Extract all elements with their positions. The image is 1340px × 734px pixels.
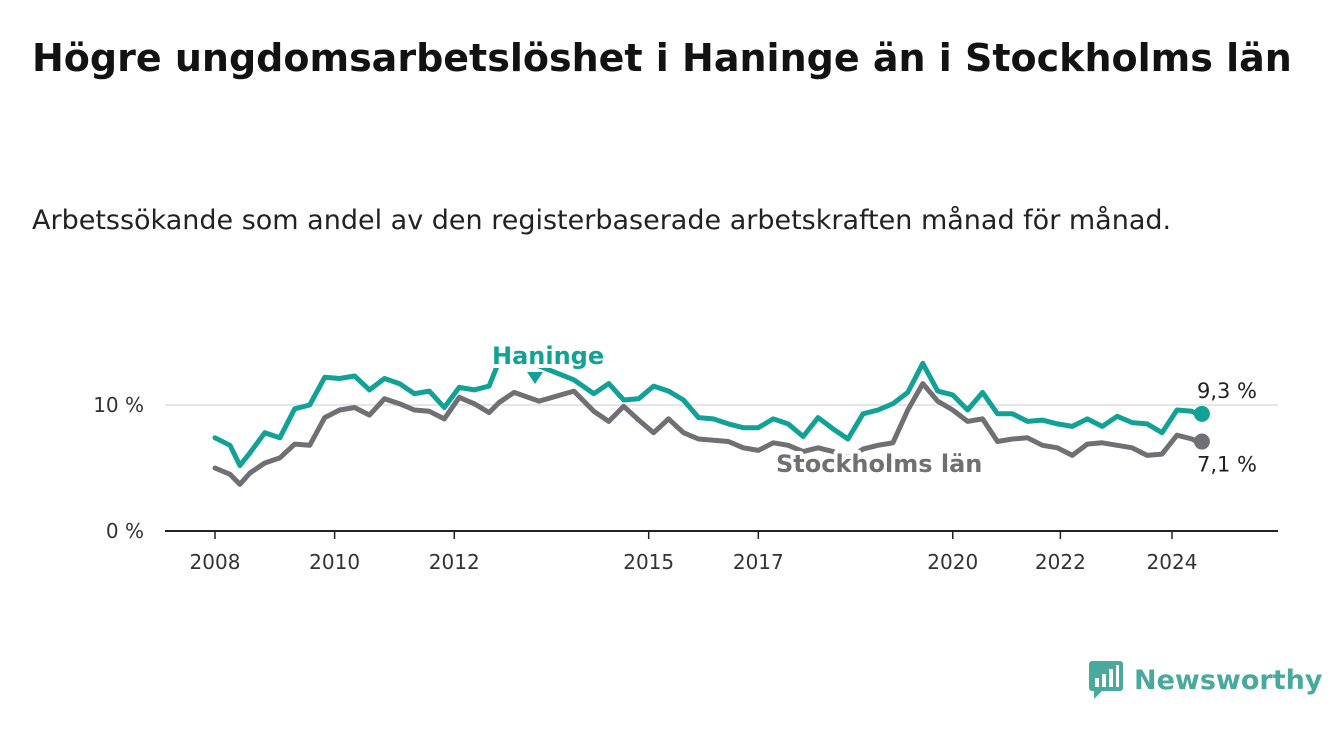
x-tick-label: 2015 [623, 550, 674, 574]
x-tick-label: 2024 [1147, 550, 1198, 574]
x-tick-label: 2022 [1035, 550, 1086, 574]
series-line-stockholm [212, 381, 1200, 487]
chart-title: Högre ungdomsarbetslöshet i Haninge än i… [32, 36, 1292, 80]
end-label-stockholm: 7,1 % [1197, 453, 1257, 477]
newsworthy-logo-icon [1089, 661, 1123, 699]
end-point-marker [1193, 433, 1210, 450]
end-label-haninge: 9,3 % [1197, 379, 1257, 403]
end-point-marker [1193, 405, 1210, 422]
x-tick-label: 2008 [190, 550, 241, 574]
series-line-haninge [212, 347, 1200, 468]
x-tick-label: 2010 [309, 550, 360, 574]
series-label-haninge: Haninge [492, 342, 604, 370]
x-tick-label: 2012 [429, 550, 480, 574]
series-label-stockholm-halo: Stockholms län [776, 450, 982, 478]
y-tick-label: 10 % [93, 393, 144, 417]
series-label-haninge-halo: Haninge [492, 342, 604, 370]
y-tick-label: 0 % [106, 519, 144, 543]
axis-layer: 0 % 10 % 2008 2010 2012 2015 2017 2020 2022 2024 [93, 393, 1278, 574]
series-layer [212, 347, 1210, 487]
line-chart: 0 %10 %2008 2010 2012 2015 2017 2020 2022 2024 … [93, 338, 1278, 574]
x-tick-label: 2020 [927, 550, 978, 574]
x-tick-label: 2017 [733, 550, 784, 574]
newsworthy-logo: Newsworthy [1088, 660, 1322, 700]
brand-name: Newsworthy [1134, 664, 1323, 696]
series-label-pointer [527, 372, 543, 384]
chart-subtitle: Arbetssökande som andel av den registerb… [32, 205, 1172, 236]
series-label-stockholm: Stockholms län [776, 450, 982, 478]
